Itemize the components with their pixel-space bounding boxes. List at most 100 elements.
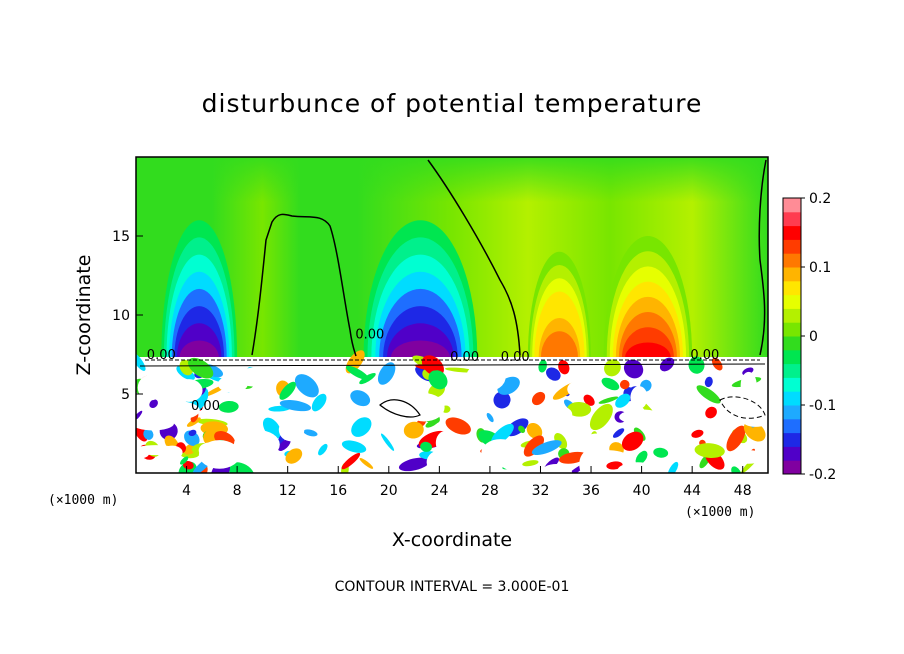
y-tick-label: 15 [112, 229, 130, 245]
colorbar: 0.2 0.1 0 -0.1 -0.2 [782, 191, 836, 483]
turbulence-blob [598, 396, 619, 404]
plot-area: 0.00 0.00 0.00 0.00 0.00 0.00 [136, 157, 768, 473]
colorbar-swatch [783, 267, 801, 282]
turbulence-blob [188, 357, 214, 379]
contour-zero-line-2 [427, 159, 521, 356]
turbulence-gap [403, 393, 445, 422]
colorbar-swatch [783, 446, 801, 461]
turbulence-blob [538, 359, 547, 373]
colorbar-swatch [783, 363, 801, 378]
turbulence-blob [350, 390, 371, 407]
turbulence-blob [667, 461, 679, 473]
turbulence-gap [278, 418, 305, 442]
x-tick-label: 8 [233, 483, 242, 499]
colorbar-swatch [783, 198, 801, 213]
turbulence-blob [606, 461, 623, 470]
turbulence-blob [531, 440, 562, 456]
x-unit-right: (×1000 m) [685, 505, 755, 520]
turbulence-gap [164, 387, 202, 401]
contour-label: 0.00 [355, 328, 384, 343]
turbulence-gap [198, 442, 219, 459]
turbulence-blob [522, 460, 539, 467]
turbulence-gap [136, 445, 179, 456]
turbulence-blob [184, 430, 200, 446]
turbulence-blob [279, 399, 312, 412]
turbulence-gap [466, 362, 506, 392]
colorbar-tick-label: 0.2 [809, 191, 831, 207]
turbulence-gap [235, 367, 275, 387]
turbulence-blob [523, 435, 545, 457]
turbulence-blob [518, 425, 526, 434]
turbulence-blob [619, 379, 630, 390]
x-tick-label: 28 [481, 483, 499, 499]
turbulence-blob [188, 429, 197, 437]
turbulence-blob [277, 438, 291, 451]
turbulence-gap [526, 403, 573, 425]
turbulence-gap [137, 374, 164, 401]
turbulence-gap [426, 449, 458, 473]
x-axis-label: X-coordinate [392, 529, 512, 551]
turbulence-blob [415, 364, 438, 371]
turbulence-blob [621, 431, 644, 451]
colorbar-swatch [783, 377, 801, 392]
y-tick-label: 10 [112, 308, 130, 324]
x-tick-label: 4 [182, 483, 191, 499]
turbulence-gap [731, 450, 766, 464]
colorbar-swatch [783, 294, 801, 309]
turbulence-gap [487, 450, 520, 466]
turbulence-gap [619, 409, 664, 425]
x-unit-left: (×1000 m) [48, 493, 118, 508]
contour-lower-2 [719, 396, 766, 419]
turbulence-gap [579, 450, 598, 473]
x-tick-label: 12 [279, 483, 297, 499]
colorbar-swatch [783, 280, 801, 296]
turbulence-blob [359, 457, 374, 469]
turbulence-gap [326, 371, 350, 387]
x-axis: 4 8 12 16 20 24 28 32 36 40 44 48 [182, 466, 752, 499]
turbulence-blob [531, 391, 546, 406]
y-tick-label: 5 [121, 387, 130, 403]
turbulence-blob [589, 403, 613, 431]
contour-label: 0.00 [501, 350, 530, 365]
x-tick-label: 36 [582, 483, 600, 499]
colorbar-swatch [783, 253, 801, 268]
colorbar-swatch [783, 460, 801, 475]
turbulence-blob [726, 425, 746, 452]
turbulence-blob [279, 381, 296, 400]
colorbar-swatch [783, 336, 801, 351]
colorbar-swatch [783, 432, 801, 447]
contour-label: 0.00 [450, 350, 479, 365]
colorbar-swatch [783, 225, 801, 240]
turbulence-blob [428, 370, 448, 390]
turbulence-blob [696, 385, 721, 404]
turbulence-gap [243, 400, 268, 413]
turbulence-blob [345, 365, 369, 380]
turbulence-gap [435, 431, 454, 455]
turbulence-blob [398, 457, 430, 472]
x-tick-label: 20 [380, 483, 398, 499]
colorbar-tick-label: 0 [809, 329, 818, 345]
colorbar-swatch [783, 322, 801, 337]
turbulence-blob [359, 373, 376, 385]
x-tick-label: 40 [633, 483, 651, 499]
turbulence-blob [420, 441, 432, 452]
turbulence-gap [540, 463, 573, 473]
colorbar-tick-label: 0.1 [809, 260, 831, 276]
turbulence-blob [694, 443, 725, 458]
turbulence-gap [136, 416, 174, 431]
contour-lines [139, 159, 767, 419]
contour-label: 0.00 [690, 348, 719, 363]
turbulence-blob [705, 406, 717, 419]
turbulence-blob [604, 359, 621, 377]
turbulence-blob [558, 360, 570, 375]
x-tick-label: 44 [683, 483, 701, 499]
turbulence-blob [341, 440, 367, 453]
x-tick-label: 32 [532, 483, 550, 499]
turbulence-blob [218, 401, 239, 413]
chart-title: disturbunce of potential temperature [202, 89, 703, 118]
turbulence-blob [179, 456, 189, 465]
turbulence-blob [601, 377, 620, 391]
colorbar-swatch [783, 211, 801, 227]
turbulence-blob [143, 428, 154, 440]
turbulence-gap [616, 462, 658, 473]
